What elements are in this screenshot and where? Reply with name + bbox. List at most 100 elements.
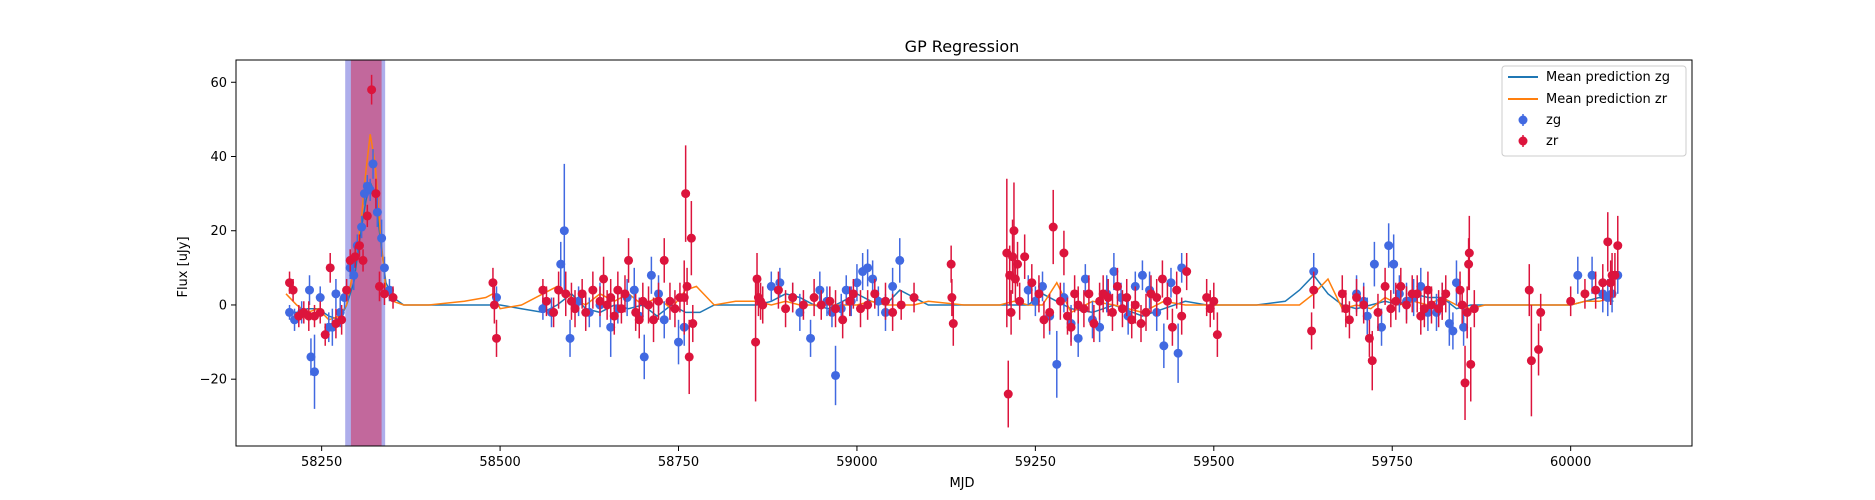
- zr-point: [1182, 267, 1192, 277]
- zr-point: [388, 293, 398, 303]
- zr-point: [1464, 248, 1474, 258]
- zg-point: [806, 333, 816, 343]
- highlight-bands: [345, 60, 386, 446]
- zr-point: [581, 307, 591, 317]
- zg-point: [639, 352, 649, 362]
- zr-point: [1112, 281, 1122, 291]
- zr-point: [644, 300, 654, 310]
- zr-point: [554, 285, 564, 295]
- zr-point: [566, 296, 576, 306]
- zr-point: [1045, 307, 1055, 317]
- zr-point: [599, 274, 609, 284]
- zr-point: [888, 307, 898, 317]
- zg-point: [841, 285, 851, 295]
- zr-point: [1015, 296, 1025, 306]
- zg-point: [659, 315, 669, 325]
- zr-point: [354, 241, 364, 251]
- zg-point: [1362, 311, 1372, 321]
- zr-point: [682, 281, 692, 291]
- zg-point: [1030, 296, 1040, 306]
- zr-point: [1466, 359, 1476, 369]
- zr-point: [684, 352, 694, 362]
- zg-point: [815, 285, 825, 295]
- x-axis-label: MJD: [949, 476, 974, 491]
- zr-point: [816, 300, 826, 310]
- zr-point: [488, 278, 498, 288]
- zg-point: [285, 307, 295, 317]
- zg-point: [306, 352, 316, 362]
- y-tick-label: 0: [219, 298, 227, 313]
- zr-point: [1059, 248, 1069, 258]
- zg-point: [1080, 274, 1090, 284]
- zr-point: [1103, 293, 1113, 303]
- zg-point: [335, 307, 345, 317]
- zg-point: [629, 285, 639, 295]
- zg-point: [888, 281, 898, 291]
- zr-point: [670, 304, 680, 314]
- zr-point: [758, 300, 768, 310]
- zr-point: [809, 293, 819, 303]
- x-tick-label: 58500: [479, 455, 520, 470]
- zg-point: [1023, 285, 1033, 295]
- chart-title: GP Regression: [905, 37, 1020, 56]
- zr-point: [620, 289, 630, 299]
- zg-point: [1394, 289, 1404, 299]
- plot-frame: [235, 59, 1693, 447]
- zg-point: [538, 304, 548, 314]
- legend-zr-marker: [1518, 136, 1528, 146]
- zg-point: [1159, 341, 1169, 351]
- zr-point: [350, 252, 360, 262]
- zr-point: [1460, 378, 1470, 388]
- zr-point: [1127, 315, 1137, 325]
- zg-point: [1448, 326, 1458, 336]
- zr-point: [325, 263, 335, 273]
- zg-point: [1073, 333, 1083, 343]
- zr-point: [374, 281, 384, 291]
- zg-point: [565, 333, 575, 343]
- zr-point: [570, 304, 580, 314]
- zr-point: [1034, 289, 1044, 299]
- legend-zg-label: zg: [1546, 113, 1561, 128]
- zr-point: [1391, 296, 1401, 306]
- zr-point: [1603, 237, 1613, 247]
- zr-point: [825, 296, 835, 306]
- x-tick-label: 59000: [836, 455, 877, 470]
- zr-point: [1380, 281, 1390, 291]
- x-tick-label: 59750: [1372, 455, 1413, 470]
- zr-point: [659, 255, 669, 265]
- zr-point: [371, 189, 381, 199]
- zr-point: [1307, 326, 1317, 336]
- zr-point: [1048, 222, 1058, 232]
- zr-point: [1352, 293, 1362, 303]
- zr-point: [781, 304, 791, 314]
- zr-point: [362, 211, 372, 221]
- zr-point: [751, 337, 761, 347]
- zr-point: [1373, 307, 1383, 317]
- zr-point: [1095, 296, 1105, 306]
- zr-point: [1402, 300, 1412, 310]
- zr-point: [538, 285, 548, 295]
- zr-point: [1359, 300, 1369, 310]
- legend-zg-line-label: Mean prediction zg: [1546, 70, 1670, 85]
- zg-point: [863, 263, 873, 273]
- zr-point: [1027, 278, 1037, 288]
- zr-point: [1062, 311, 1072, 321]
- zr-point: [315, 307, 325, 317]
- zr-point: [1209, 296, 1219, 306]
- zg-point: [1444, 319, 1454, 329]
- zg-point: [852, 278, 862, 288]
- zr-point: [541, 296, 551, 306]
- zg-point: [1137, 270, 1147, 280]
- zr-point: [831, 304, 841, 314]
- zr-points: [285, 74, 1623, 428]
- zr-point: [1341, 304, 1351, 314]
- zr-point: [595, 296, 605, 306]
- zr-point: [624, 255, 634, 265]
- zr-point: [1172, 285, 1182, 295]
- zr-point: [773, 285, 783, 295]
- zg-point: [868, 274, 878, 284]
- zr-point: [609, 311, 619, 321]
- legend-zr-label: zr: [1546, 134, 1559, 149]
- x-tick-label: 59500: [1193, 455, 1234, 470]
- zr-point: [285, 278, 295, 288]
